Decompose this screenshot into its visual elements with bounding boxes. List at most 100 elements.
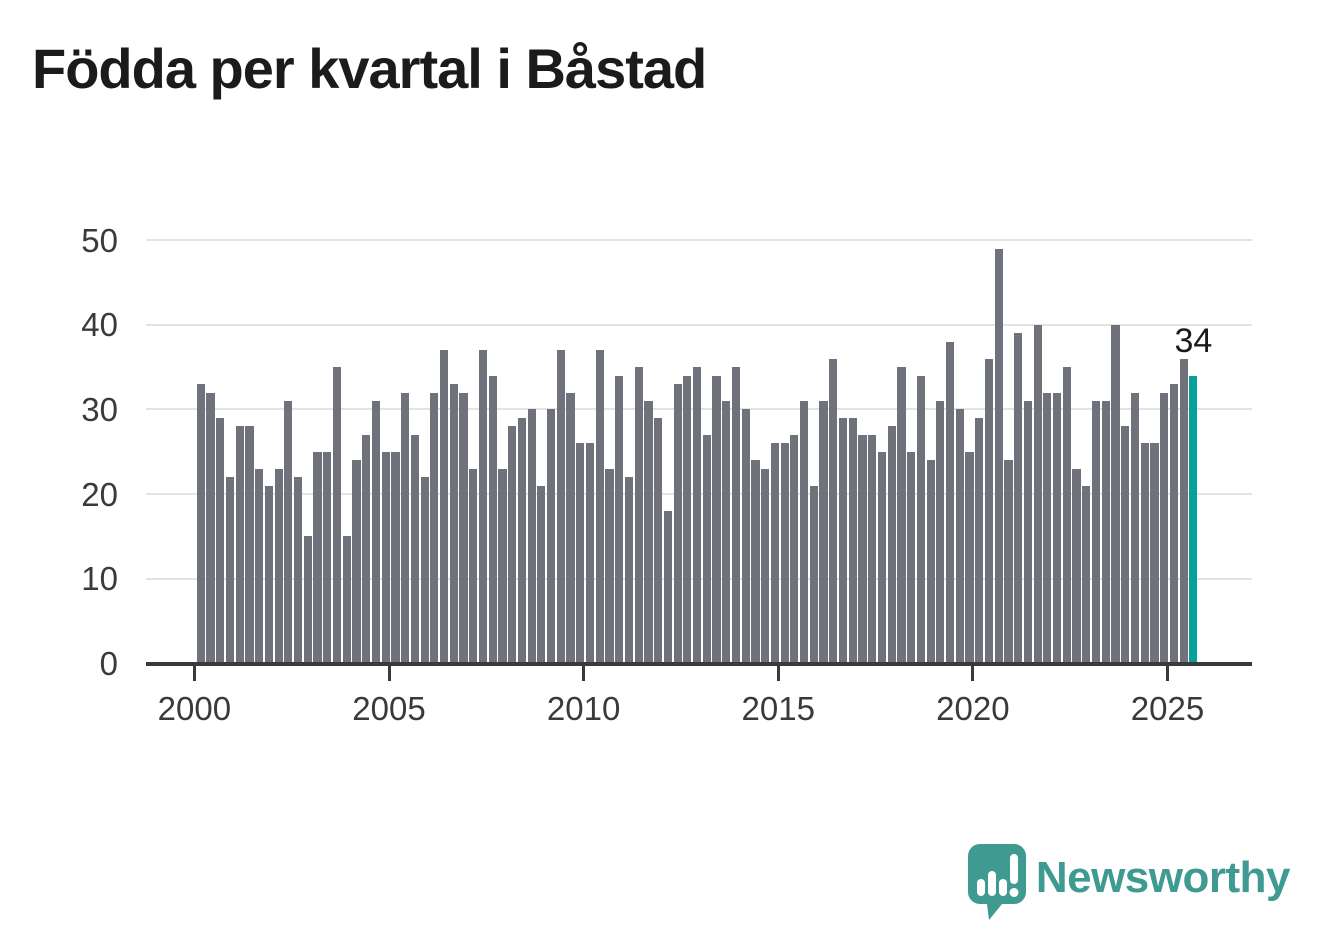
bar-2010q2 bbox=[595, 350, 604, 664]
bar-2013q4 bbox=[731, 367, 741, 664]
bar-2023q2 bbox=[1101, 400, 1110, 664]
y-axis-label-20: 20 bbox=[81, 475, 118, 513]
bar-2018q3 bbox=[916, 375, 925, 664]
bar-2000q2 bbox=[206, 392, 215, 664]
bar-2021q2 bbox=[1023, 400, 1033, 664]
bar-2011q2 bbox=[634, 367, 643, 664]
bar-2003q2 bbox=[323, 451, 332, 664]
bar-2023q3 bbox=[1111, 324, 1120, 664]
bar-2015q2 bbox=[790, 434, 799, 664]
x-axis-label-2000: 2000 bbox=[157, 690, 232, 727]
bar-2012q3 bbox=[683, 375, 692, 664]
bar-2012q1 bbox=[663, 511, 672, 664]
brand-footer: Newsworthy bbox=[967, 844, 1291, 926]
bar-2017q1 bbox=[858, 434, 867, 664]
bar-2002q1 bbox=[274, 468, 283, 664]
bar-2022q4 bbox=[1082, 485, 1091, 664]
bar-2022q1 bbox=[1053, 392, 1062, 664]
bar-2001q2 bbox=[245, 426, 254, 664]
bar-2006q4 bbox=[459, 392, 468, 664]
bar-2004q2 bbox=[362, 434, 371, 664]
gridline-y-50 bbox=[146, 239, 1252, 242]
bar-2010q4 bbox=[615, 375, 624, 664]
bar-2009q4 bbox=[576, 443, 585, 664]
bar-2024q3 bbox=[1150, 443, 1159, 664]
bar-2002q4 bbox=[303, 536, 312, 664]
chart-title: Födda per kvartal i Båstad bbox=[32, 37, 707, 100]
bar-2000q1 bbox=[196, 384, 205, 664]
bar-2008q4 bbox=[537, 485, 546, 664]
x-axis-label-2010: 2010 bbox=[546, 690, 621, 727]
bar-2005q3 bbox=[410, 434, 419, 664]
bar-2009q1 bbox=[547, 409, 556, 664]
bar-2003q1 bbox=[313, 451, 322, 664]
bar-2020q1 bbox=[975, 417, 984, 664]
bar-2019q3 bbox=[955, 409, 964, 664]
brand-name: Newsworthy bbox=[1035, 853, 1291, 902]
x-tick-2025 bbox=[1166, 665, 1169, 681]
y-axis-label-10: 10 bbox=[81, 560, 118, 598]
bar-2004q1 bbox=[352, 460, 361, 664]
bar-2011q1 bbox=[624, 477, 634, 664]
x-axis-label-2020: 2020 bbox=[936, 690, 1010, 727]
bar-2008q3 bbox=[527, 409, 536, 664]
bar-2009q3 bbox=[566, 392, 575, 664]
last-bar-value-label: 34 bbox=[1174, 321, 1213, 360]
bar-2007q4 bbox=[498, 468, 507, 664]
bar-2023q4 bbox=[1121, 426, 1130, 664]
bar-2018q2 bbox=[907, 451, 916, 664]
x-axis-label-2015: 2015 bbox=[741, 690, 815, 727]
bar-2005q2 bbox=[401, 392, 410, 664]
bar-2008q2 bbox=[517, 417, 526, 664]
bar-2011q3 bbox=[644, 400, 653, 664]
bar-2022q3 bbox=[1072, 468, 1081, 664]
bar-2007q1 bbox=[469, 468, 478, 664]
bar-2001q4 bbox=[264, 485, 273, 664]
y-axis-label-50: 50 bbox=[81, 221, 118, 259]
bar-2017q4 bbox=[887, 426, 896, 664]
bar-2006q1 bbox=[430, 392, 439, 664]
bar-2013q2 bbox=[712, 375, 721, 664]
bar-2013q3 bbox=[722, 400, 731, 664]
bar-2011q4 bbox=[654, 417, 663, 664]
bar-2003q3 bbox=[332, 367, 342, 664]
bar-2015q4 bbox=[809, 485, 818, 664]
bar-2003q4 bbox=[342, 536, 351, 664]
bar-2021q4 bbox=[1043, 392, 1052, 664]
bar-2002q3 bbox=[294, 477, 303, 664]
bar-2019q1 bbox=[936, 400, 945, 664]
bar-2007q3 bbox=[488, 375, 497, 664]
bar-2012q2 bbox=[673, 384, 682, 664]
bar-2019q2 bbox=[945, 341, 955, 664]
bar-2008q1 bbox=[508, 426, 517, 664]
bar-2002q2 bbox=[284, 400, 293, 664]
bar-2017q2 bbox=[868, 434, 877, 664]
bar-2025q3 bbox=[1189, 375, 1198, 664]
x-tick-2020 bbox=[971, 665, 975, 681]
bar-2004q3 bbox=[371, 400, 381, 664]
x-tick-2015 bbox=[776, 665, 780, 681]
bar-2025q2 bbox=[1179, 358, 1188, 664]
bar-2020q4 bbox=[1004, 460, 1013, 664]
bar-2018q1 bbox=[897, 367, 906, 664]
x-axis-label-2025: 2025 bbox=[1130, 690, 1205, 727]
bar-2001q3 bbox=[255, 468, 264, 664]
bar-2014q1 bbox=[741, 409, 750, 664]
bar-2022q2 bbox=[1062, 367, 1071, 664]
bar-2016q2 bbox=[829, 358, 838, 664]
bar-2019q4 bbox=[965, 451, 974, 664]
x-tick-2005 bbox=[387, 665, 391, 681]
bar-2013q1 bbox=[702, 434, 711, 664]
bar-2012q4 bbox=[692, 367, 702, 664]
bar-2014q3 bbox=[761, 468, 770, 664]
bar-2015q1 bbox=[780, 443, 789, 664]
bar-2004q4 bbox=[381, 451, 390, 664]
x-tick-2000 bbox=[192, 665, 196, 681]
x-axis-label-2005: 2005 bbox=[352, 690, 426, 727]
bar-2009q2 bbox=[556, 350, 565, 664]
bar-2018q4 bbox=[926, 460, 935, 664]
bar-2023q1 bbox=[1091, 400, 1101, 664]
bar-2006q2 bbox=[439, 350, 449, 664]
y-axis-label-0: 0 bbox=[99, 645, 118, 682]
